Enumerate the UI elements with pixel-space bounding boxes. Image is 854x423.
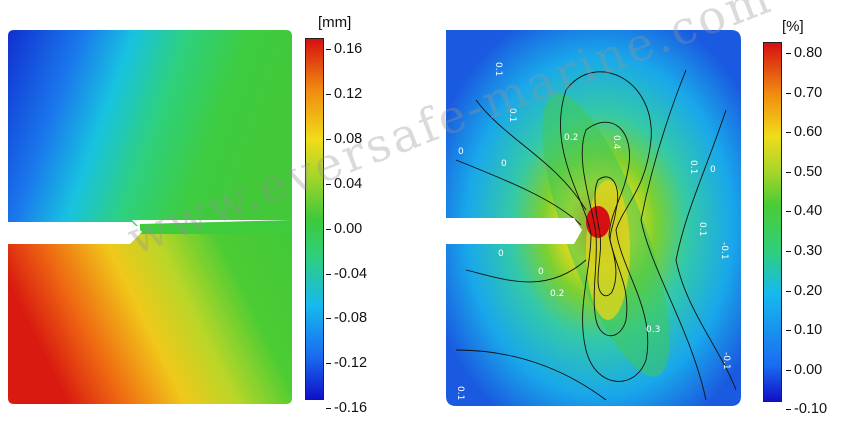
crack-notch [446,218,582,244]
left-tick-label: -0.04 [325,265,368,282]
contour-label: 0.4 [611,135,621,150]
colorbar-strain [763,42,782,402]
colorbar-displacement [305,38,324,400]
contour-label: 0.1 [697,222,707,236]
right-tick-label: 0.50 [785,163,823,180]
left-tick-label: 0.12 [325,85,363,102]
specimen-lower-half [8,230,292,404]
contour-label: 0 [501,159,507,169]
right-tick-label: 0.10 [785,322,823,339]
contour-label: 0.1 [493,62,503,76]
right-tick-label: 0.40 [785,203,823,220]
colorbar-unit-mm: [mm] [318,14,352,31]
contour-label: 0 [710,165,716,175]
right-tick-label: 0.20 [785,282,823,299]
strain-band-inner [586,180,630,320]
right-tick-label: 0.30 [785,243,823,259]
right-tick-label: 0.70 [785,84,823,101]
specimen-mid-band [140,220,292,234]
left-tick-label: 0.04 [325,175,363,192]
left-tick-label: -0.16 [325,400,368,417]
right-tick-label: -0.10 [785,401,828,418]
contour-label: -0.1 [719,242,729,260]
contour-label: 0.1 [688,160,698,174]
contour-label: 0.1 [455,386,465,400]
contour-label: 0 [498,249,504,259]
crack-notch [8,222,142,244]
right-tick-label: 0.80 [785,45,823,61]
strain-field-map: 0.1 0.1 0.2 0.4 0.1 0 0 0 0.1 -0.1 0 0 0… [446,30,741,406]
strain-contours [455,69,737,401]
specimen-upper-half [8,30,292,226]
contour-label: 0 [538,267,544,277]
right-tick-label: 0.00 [785,361,823,378]
left-tick-label: -0.12 [325,355,368,372]
contour-label: -0.1 [721,352,731,370]
displacement-field-map [8,30,292,404]
contour-label: 0.3 [646,325,660,335]
contour-label: 0 [458,147,464,157]
left-tick-label: 0.08 [325,130,363,147]
left-tick-label: -0.08 [325,310,368,327]
colorbar-unit-percent: [%] [782,18,804,35]
right-tick-label: 0.60 [785,124,823,141]
contour-label: 0.1 [507,108,517,122]
contour-label: 0.2 [564,133,578,143]
contour-labels: 0.1 0.1 0.2 0.4 0.1 0 0 0 0.1 -0.1 0 0 0… [455,62,731,400]
left-tick-label: 0.16 [325,41,363,57]
contour-label: 0.2 [550,289,564,299]
left-tick-label: 0.00 [325,220,363,237]
